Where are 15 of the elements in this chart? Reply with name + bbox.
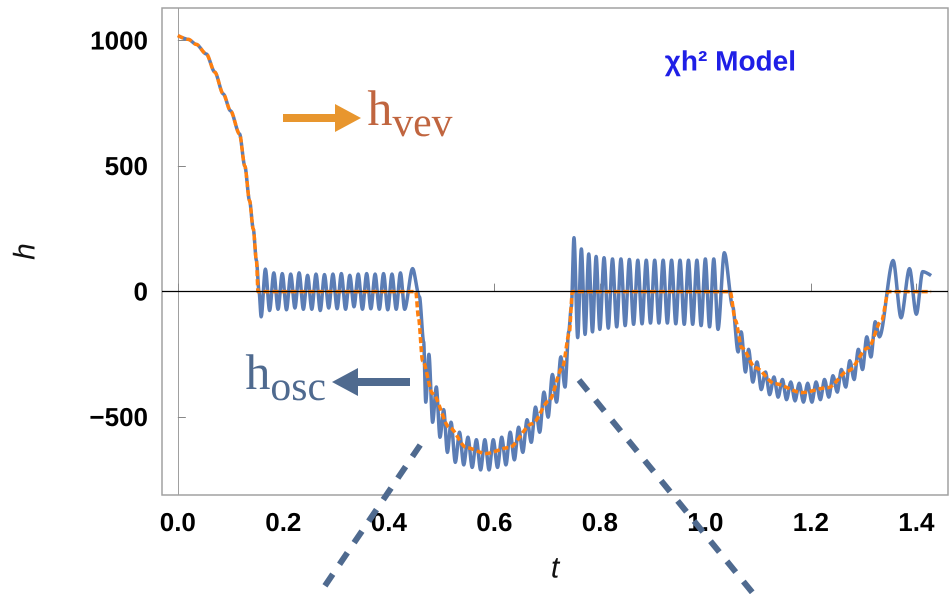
series-label: h$_{osc}$ xyxy=(245,343,326,412)
x-tick-label: 0.8 xyxy=(582,507,618,537)
text: χh² Model xyxy=(664,46,796,76)
x-axis-title: t xyxy=(550,552,561,584)
y-axis-title: h xyxy=(8,243,42,260)
text: h$_{vev}$ xyxy=(367,79,452,148)
y-tick-label: −500 xyxy=(89,402,148,432)
x-tick-label: 0.2 xyxy=(265,507,302,537)
x-tick-label: 0.6 xyxy=(476,507,512,537)
x-tick-label: 1.4 xyxy=(898,507,935,537)
x-tick-label: 0.0 xyxy=(160,507,196,537)
x-tick-label: 1.2 xyxy=(792,507,829,537)
y-tick-label: 500 xyxy=(104,151,148,182)
y-tick-label: 0 xyxy=(134,276,148,307)
y-tick-label: 1000 xyxy=(90,26,148,56)
